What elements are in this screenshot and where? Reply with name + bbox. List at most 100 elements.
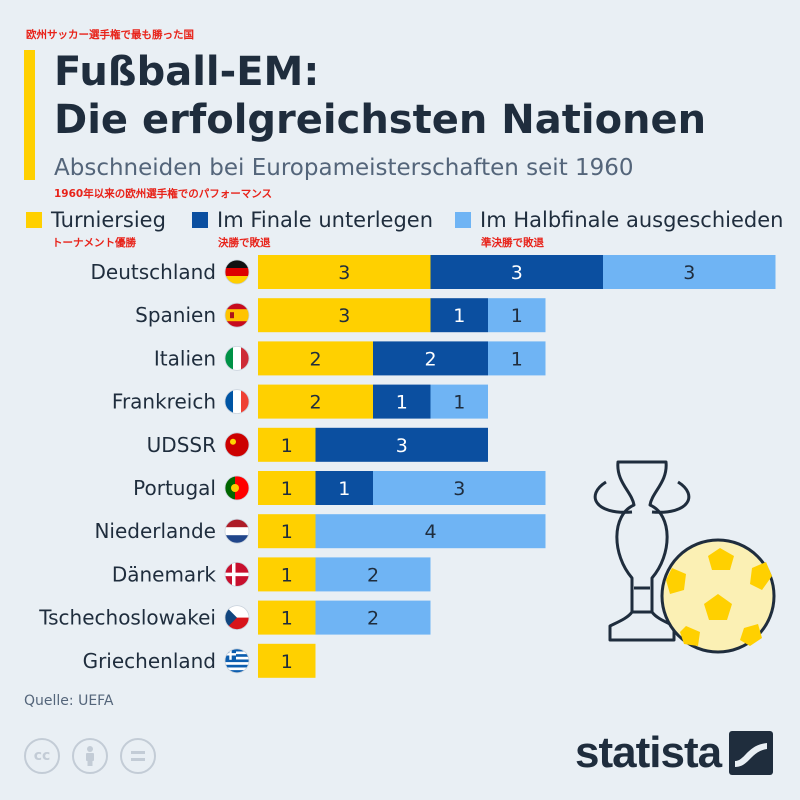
flag-stripe bbox=[225, 535, 249, 544]
flag-border bbox=[224, 562, 250, 587]
bar-segment bbox=[258, 384, 373, 419]
legend-label-final: Im Finale unterlegen bbox=[217, 208, 434, 232]
flag-body bbox=[225, 519, 249, 544]
trophy-handle-left bbox=[593, 480, 633, 514]
flag-border bbox=[224, 518, 250, 544]
trophy-stem-detail bbox=[632, 586, 652, 614]
category-label: Griechenland bbox=[83, 649, 216, 673]
data-label: 1 bbox=[281, 564, 293, 586]
flag-cross bbox=[225, 572, 249, 577]
flag-border bbox=[224, 259, 250, 285]
bar-segment bbox=[488, 298, 546, 333]
data-label: 3 bbox=[511, 262, 523, 284]
flag-border bbox=[224, 345, 250, 371]
by-icon bbox=[72, 738, 108, 774]
flag-stripe bbox=[225, 670, 249, 673]
trophy-cup-outline bbox=[608, 460, 676, 642]
flag-cross bbox=[225, 653, 236, 656]
flag-stripe bbox=[225, 656, 249, 660]
flag-body bbox=[225, 260, 249, 284]
flag-body bbox=[225, 346, 249, 371]
flag-icon-it bbox=[224, 345, 250, 371]
data-label: 2 bbox=[367, 608, 379, 630]
bar-segment bbox=[258, 514, 316, 549]
trophy-illustration bbox=[593, 460, 691, 642]
flag-stripe bbox=[225, 651, 249, 655]
flag-stripe bbox=[233, 389, 242, 414]
equals-glyph bbox=[131, 751, 145, 761]
flag-border bbox=[224, 432, 250, 458]
chart-title: Fußball-EM: Die erfolgreichsten Nationen bbox=[54, 48, 706, 144]
title-accent-bar bbox=[24, 50, 35, 180]
football-patch-top bbox=[708, 548, 734, 570]
data-label: 3 bbox=[683, 262, 695, 284]
legend-item-winner: Turniersieg bbox=[26, 208, 166, 232]
category-label: Dänemark bbox=[112, 562, 217, 586]
flag-body bbox=[225, 562, 249, 587]
flag-border bbox=[224, 475, 250, 501]
data-label: 2 bbox=[309, 348, 321, 370]
data-label: 4 bbox=[424, 521, 436, 543]
category-label: Niederlande bbox=[94, 519, 216, 543]
chart-title-line-1: Fußball-EM: bbox=[54, 49, 320, 95]
flag-stripe bbox=[225, 309, 249, 322]
bar-segment bbox=[430, 298, 488, 333]
legend-label-winner: Turniersieg bbox=[51, 208, 166, 232]
legend-annotation-jp-final: 決勝で敗退 bbox=[218, 237, 271, 249]
flag-body bbox=[225, 303, 249, 328]
data-label: 1 bbox=[281, 651, 293, 673]
flag-stripe bbox=[225, 648, 249, 652]
bar-segment bbox=[430, 255, 603, 289]
flag-body bbox=[225, 605, 249, 630]
flag-stripe bbox=[225, 667, 249, 671]
flag-border bbox=[224, 648, 250, 674]
flag-emblem bbox=[230, 312, 234, 319]
bar-segment bbox=[315, 557, 431, 592]
football-patch-left bbox=[666, 568, 686, 594]
flag-emblem bbox=[230, 438, 236, 445]
flag-icon-es bbox=[224, 302, 250, 328]
data-label: 2 bbox=[367, 564, 379, 586]
data-label: 3 bbox=[338, 305, 350, 327]
data-label: 3 bbox=[338, 262, 350, 284]
flag-icon-su bbox=[224, 432, 250, 458]
flag-body bbox=[225, 476, 249, 500]
statista-logo-text: statista bbox=[575, 728, 722, 777]
flag-stripe bbox=[225, 346, 234, 371]
flag-border bbox=[224, 389, 250, 415]
flag-body bbox=[225, 432, 249, 457]
legend-label-semifinal: Im Halbfinale ausgeschieden bbox=[480, 208, 784, 232]
chart-title-line-2: Die erfolgreichsten Nationen bbox=[54, 97, 707, 143]
bar-segment bbox=[258, 600, 316, 635]
bar-segment bbox=[258, 557, 316, 592]
bar-segment bbox=[258, 341, 373, 376]
data-label: 2 bbox=[424, 348, 436, 370]
data-label: 1 bbox=[281, 521, 293, 543]
legend-annotation-jp-semifinal: 準決勝で敗退 bbox=[481, 237, 544, 249]
flag-stripe bbox=[233, 346, 242, 371]
legend-swatch-semifinal bbox=[455, 212, 471, 228]
data-label: 1 bbox=[453, 305, 465, 327]
football-patch-bottom-left bbox=[680, 626, 700, 646]
football-illustration bbox=[660, 538, 776, 654]
flag-stripe bbox=[241, 346, 249, 371]
flag-stripe bbox=[225, 268, 249, 277]
subtitle-annotation-jp: 1960年以来の欧州選手権でのパフォーマンス bbox=[54, 188, 273, 200]
flag-emblem bbox=[231, 484, 239, 492]
bar-segment bbox=[315, 514, 546, 549]
category-label: Frankreich bbox=[112, 390, 216, 414]
data-label: 1 bbox=[453, 392, 465, 414]
flag-body bbox=[225, 389, 249, 414]
bar-segment bbox=[373, 341, 488, 376]
flag-stripe bbox=[225, 662, 249, 666]
category-label: Portugal bbox=[133, 476, 216, 500]
category-label: Spanien bbox=[135, 303, 216, 327]
title-annotation-jp: 欧州サッカー選手権で最も勝った国 bbox=[26, 29, 194, 41]
chart-subtitle: Abschneiden bei Europameisterschaften se… bbox=[54, 155, 634, 181]
legend-item-final: Im Finale unterlegen bbox=[192, 208, 433, 232]
football-patch-center bbox=[704, 594, 732, 620]
data-label: 1 bbox=[338, 478, 350, 500]
flag-icon-pt bbox=[224, 475, 250, 501]
flag-triangle bbox=[225, 605, 237, 630]
